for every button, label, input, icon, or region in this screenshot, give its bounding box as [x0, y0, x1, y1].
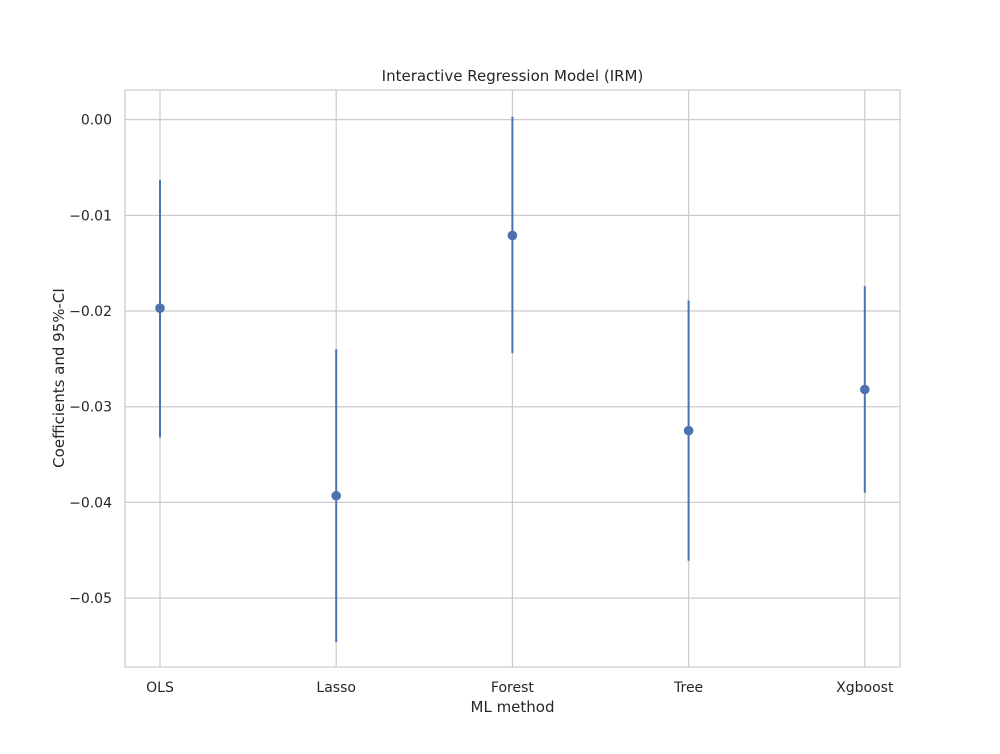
x-tick-label: OLS [146, 680, 174, 696]
x-axis-label: ML method [471, 698, 555, 716]
grid-layer [125, 90, 900, 667]
y-tick-label: −0.02 [69, 304, 112, 320]
coefficient-point [683, 425, 694, 436]
y-axis-label: Coefficients and 95%-CI [50, 288, 68, 468]
y-tick-label: −0.04 [69, 495, 112, 511]
y-tick-label: −0.05 [69, 591, 112, 607]
x-tick-label: Lasso [316, 680, 356, 696]
y-tick-label: −0.01 [69, 208, 112, 224]
tick-layer: 0.00 −0.01 −0.02 −0.03 −0.04 −0.05 OLS Lasso For… [69, 113, 894, 696]
coefficient-point [507, 230, 518, 241]
coefficient-point [331, 490, 342, 501]
plot-frame [124, 89, 901, 668]
x-tick-label: Xgboost [836, 680, 894, 696]
x-tick-label: Tree [673, 680, 703, 696]
y-tick-label: 0.00 [81, 113, 112, 129]
coefficient-point [860, 384, 870, 395]
data-layer [155, 116, 870, 643]
coefficient-point [155, 303, 165, 313]
chart-title: Interactive Regression Model (IRM) [382, 67, 644, 85]
x-tick-label: Forest [491, 680, 534, 696]
y-tick-label: −0.03 [69, 400, 112, 416]
